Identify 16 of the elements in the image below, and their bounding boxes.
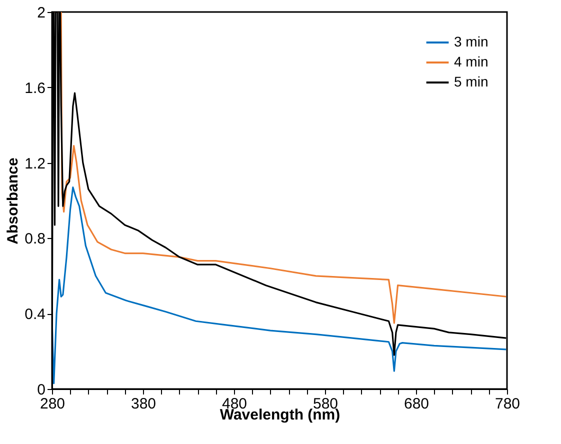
x-tick-label: 780 bbox=[494, 396, 520, 412]
legend-label: 5 min bbox=[454, 74, 488, 90]
legend-label: 4 min bbox=[454, 54, 488, 70]
x-tick-label: 280 bbox=[40, 396, 66, 412]
y-tick-label: 0 bbox=[37, 382, 46, 398]
y-tick-label: 2 bbox=[37, 4, 46, 22]
y-tick-label: 1.6 bbox=[24, 80, 46, 97]
y-tick-label: 1.2 bbox=[24, 155, 46, 172]
legend-label: 3 min bbox=[454, 34, 488, 50]
x-tick-label: 680 bbox=[404, 396, 430, 412]
line-series bbox=[52, 186, 507, 384]
y-axis-title: Absorbance bbox=[4, 158, 22, 244]
x-tick-label: 380 bbox=[130, 396, 156, 412]
y-tick-label: 0.8 bbox=[24, 230, 46, 248]
line-series bbox=[53, 12, 507, 324]
y-tick-label: 0.4 bbox=[24, 306, 46, 324]
